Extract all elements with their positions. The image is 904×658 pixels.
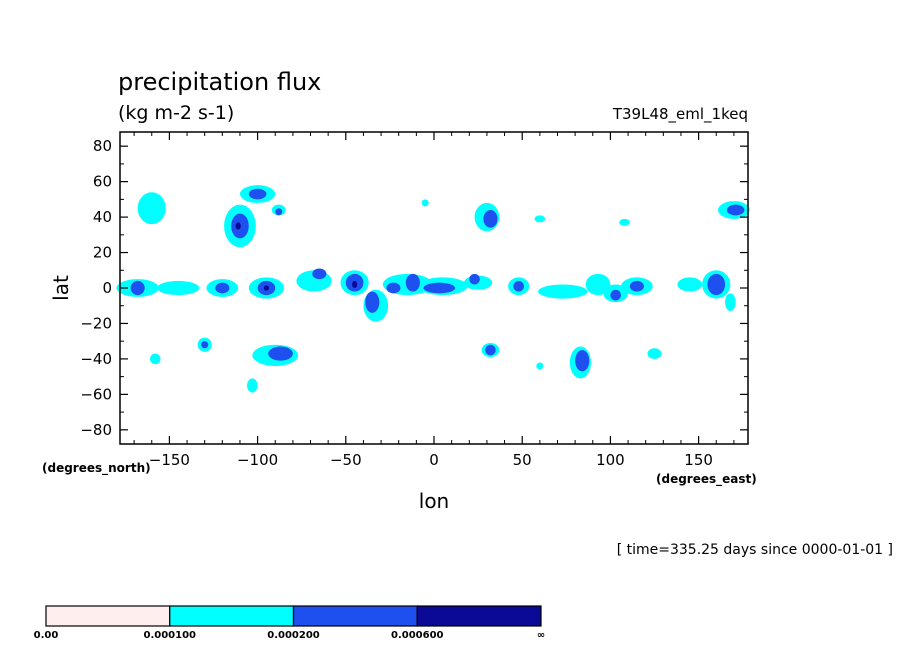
colorbar-label: 0.00 xyxy=(34,630,59,641)
x-tick-label: 0 xyxy=(429,451,439,469)
x-axis-title: lon xyxy=(419,489,449,513)
contour-region-level-1 xyxy=(725,293,736,312)
contour-region-level-1 xyxy=(157,280,200,296)
contour-region-level-3 xyxy=(263,285,270,291)
contour-region-level-1 xyxy=(677,277,703,292)
y-unit-label: (degrees_north) xyxy=(42,461,151,476)
y-tick-label: −20 xyxy=(80,314,112,332)
contour-region-level-2 xyxy=(405,273,420,292)
contour-region-level-2 xyxy=(386,282,401,294)
contour-regions xyxy=(116,185,750,393)
y-tick-label: 20 xyxy=(93,244,112,262)
x-tick-label: 150 xyxy=(684,451,713,469)
contour-region-level-2 xyxy=(312,268,327,280)
y-tick-label: 60 xyxy=(93,173,112,191)
contour-region-level-2 xyxy=(610,289,621,301)
contour-region-level-2 xyxy=(726,204,745,216)
contour-region-level-1 xyxy=(534,215,546,223)
contour-region-level-1 xyxy=(536,362,544,370)
time-label: [ time=335.25 days since 0000-01-01 ] xyxy=(617,542,893,558)
contour-region-level-2 xyxy=(215,282,230,294)
contour-region-level-2 xyxy=(485,344,496,356)
contour-region-level-2 xyxy=(513,280,524,292)
contour-region-level-2 xyxy=(629,280,644,292)
colorbar-swatch xyxy=(292,605,418,627)
contour-region-level-1 xyxy=(619,218,630,226)
contour-region-level-2 xyxy=(707,273,726,296)
y-tick-label: −60 xyxy=(80,385,112,403)
contour-region-level-2 xyxy=(365,291,380,313)
chart-title: precipitation flux xyxy=(118,68,321,96)
x-unit-label: (degrees_east) xyxy=(656,472,757,487)
contour-region-level-2 xyxy=(130,280,145,296)
contour-region-level-1 xyxy=(247,378,258,393)
y-tick-label: −40 xyxy=(80,350,112,368)
contour-region-level-2 xyxy=(248,188,267,200)
x-tick-label: −100 xyxy=(237,451,278,469)
contour-region-level-2 xyxy=(201,341,209,349)
colorbar-label: 0.000600 xyxy=(391,630,444,641)
y-axis-title: lat xyxy=(49,275,73,301)
y-tick-label: 80 xyxy=(93,137,112,155)
colorbar-label: ∞ xyxy=(537,630,545,641)
plot-area: −150 −100 −50 0 50 100 150 80 60 40 20 0 −20 −40 −60 −8… xyxy=(80,131,750,469)
colorbar: 0.00 0.000100 0.000200 0.000600 ∞ xyxy=(34,605,545,641)
y-tick-label: 40 xyxy=(93,208,112,226)
colorbar-swatch xyxy=(416,605,542,627)
colorbar-label: 0.000100 xyxy=(143,630,196,641)
contour-region-level-2 xyxy=(275,208,283,216)
contour-region-level-1 xyxy=(149,353,161,365)
contour-region-level-2 xyxy=(469,273,480,285)
contour-region-level-1 xyxy=(137,192,166,225)
contour-region-level-3 xyxy=(351,280,358,289)
contour-region-level-3 xyxy=(235,222,241,230)
contour-region-level-1 xyxy=(421,199,429,207)
contour-region-level-1 xyxy=(647,348,662,359)
colorbar-label: 0.000200 xyxy=(267,630,320,641)
x-tick-label: −50 xyxy=(330,451,362,469)
x-tick-label: 50 xyxy=(513,451,532,469)
colorbar-swatch xyxy=(169,605,295,627)
axis-ticks: −150 −100 −50 0 50 100 150 80 60 40 20 0 −20 −40 −60 −8… xyxy=(80,132,748,469)
chart-units: (kg m-2 s-1) xyxy=(118,102,234,124)
y-tick-label: 0 xyxy=(102,279,112,297)
y-tick-label: −80 xyxy=(80,421,112,439)
run-label: T39L48_eml_1keq xyxy=(612,105,748,124)
contour-region-level-2 xyxy=(483,210,498,228)
contour-region-level-2 xyxy=(575,350,590,372)
colorbar-swatch xyxy=(45,605,171,627)
contour-region-level-2 xyxy=(268,346,293,361)
contour-region-level-1 xyxy=(538,284,588,299)
x-tick-label: 100 xyxy=(596,451,625,469)
contour-region-level-1 xyxy=(585,273,611,296)
x-tick-label: −150 xyxy=(149,451,190,469)
contour-region-level-2 xyxy=(423,282,456,294)
